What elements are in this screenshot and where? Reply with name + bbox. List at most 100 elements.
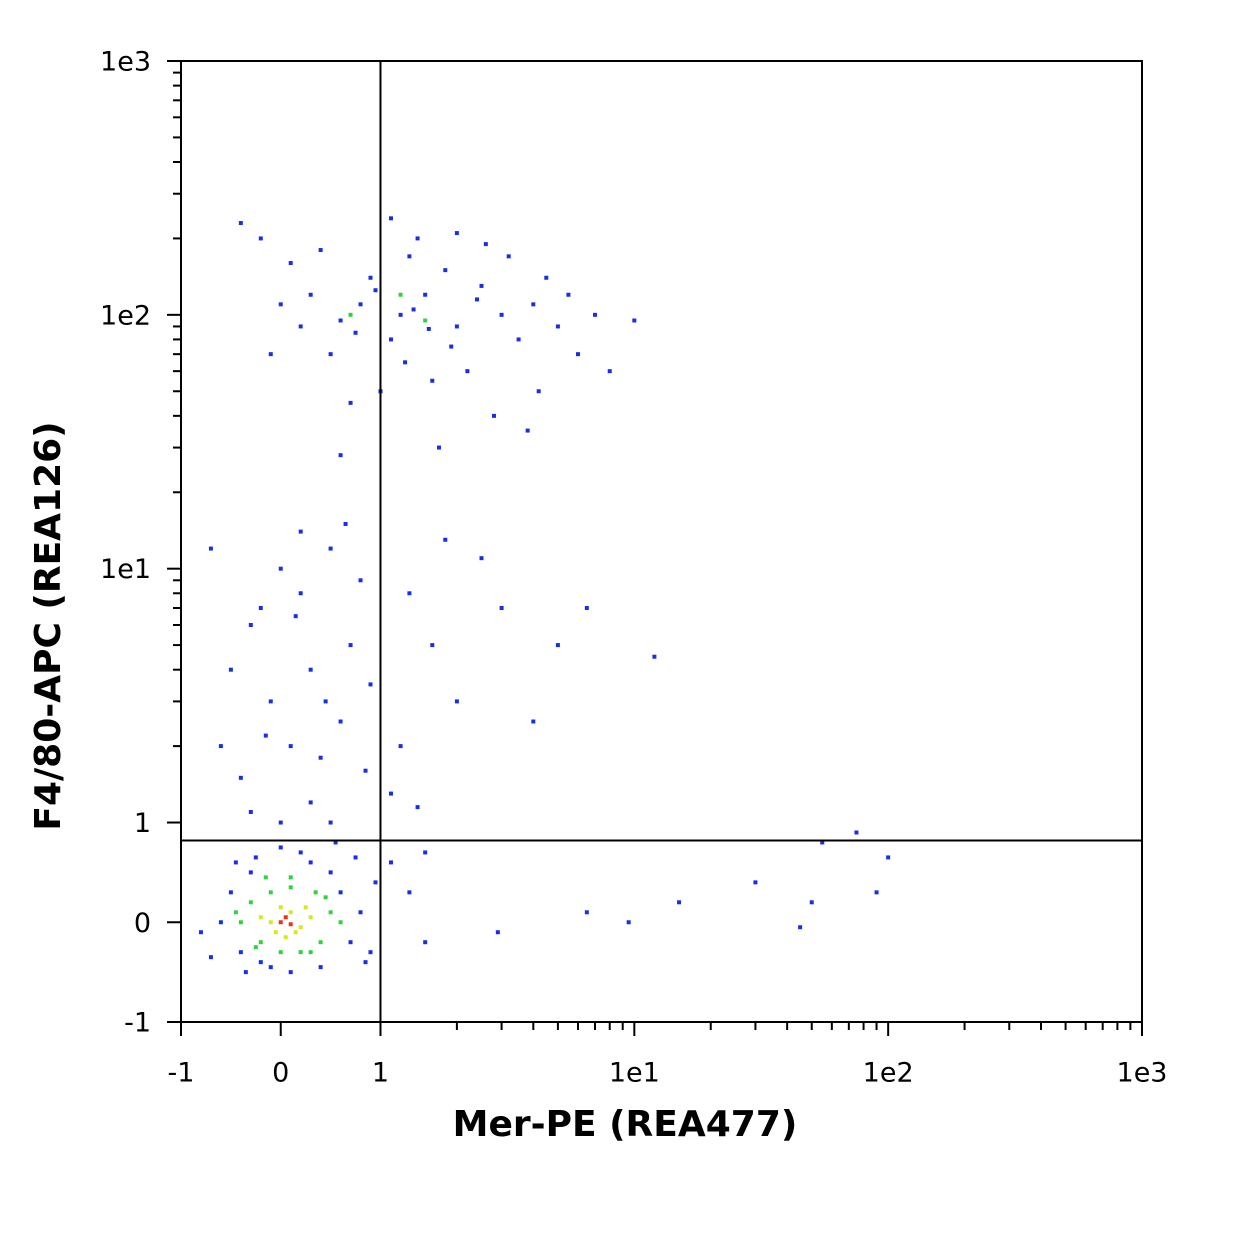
event-dot — [248, 810, 253, 815]
event-dot — [373, 880, 378, 885]
event-dot — [454, 324, 459, 329]
event-dot — [338, 890, 343, 895]
event-dot — [268, 352, 273, 357]
event-dot — [531, 719, 536, 724]
event-dot — [268, 965, 273, 970]
event-dot — [293, 614, 298, 619]
y-tick-label: 1e1 — [100, 554, 151, 585]
x-axis-title: Mer-PE (REA477) — [453, 1104, 798, 1145]
event-dot — [423, 940, 428, 945]
event-dot — [218, 920, 223, 925]
event-dot — [454, 231, 459, 236]
event-dot — [263, 875, 268, 880]
event-dot — [474, 297, 479, 302]
event-dot — [268, 920, 273, 925]
event-dot — [258, 960, 263, 965]
event-dot — [278, 845, 283, 850]
event-dot — [268, 699, 273, 704]
event-dot — [298, 591, 303, 596]
event-dot — [398, 292, 403, 297]
event-dot — [248, 622, 253, 627]
event-dot — [358, 910, 363, 915]
event-dot — [278, 566, 283, 571]
event-dot — [820, 840, 825, 845]
event-dot — [555, 324, 560, 329]
event-dot — [328, 546, 333, 551]
event-dot — [423, 292, 428, 297]
event-dot — [398, 312, 403, 317]
event-dot — [368, 950, 373, 955]
event-dot — [415, 805, 420, 810]
event-dot — [253, 945, 258, 950]
event-dot — [308, 860, 313, 865]
event-dot — [403, 360, 408, 365]
event-dot — [288, 910, 293, 915]
event-dot — [407, 591, 412, 596]
event-dot — [293, 930, 298, 935]
event-dot — [499, 605, 504, 610]
x-tick-label: 1e2 — [863, 1058, 914, 1089]
event-dot — [348, 400, 353, 405]
event-dot — [308, 800, 313, 805]
event-dot — [798, 925, 803, 930]
event-dot — [318, 755, 323, 760]
event-dot — [407, 254, 412, 259]
plot-frame — [180, 60, 1143, 1023]
event-dot — [607, 369, 612, 374]
event-dot — [423, 318, 428, 323]
event-dot — [411, 307, 416, 312]
event-dot — [318, 248, 323, 253]
event-dot — [198, 930, 203, 935]
event-dot — [415, 236, 420, 241]
event-dot — [278, 905, 283, 910]
event-dot — [283, 935, 288, 940]
event-dot — [278, 920, 283, 925]
event-dot — [348, 312, 353, 317]
event-dot — [243, 970, 248, 975]
event-dot — [248, 870, 253, 875]
x-tick-label: 1 — [372, 1058, 389, 1089]
event-dot — [298, 850, 303, 855]
event-dot — [298, 324, 303, 329]
event-dot — [323, 699, 328, 704]
event-dot — [228, 667, 233, 672]
y-tick-label: 1e2 — [100, 300, 151, 331]
event-dot — [430, 643, 435, 648]
event-dot — [288, 885, 293, 890]
event-dot — [495, 930, 500, 935]
event-dot — [566, 292, 571, 297]
event-dot — [308, 950, 313, 955]
event-dot — [753, 880, 758, 885]
event-dot — [544, 275, 549, 280]
event-dot — [338, 920, 343, 925]
event-dot — [886, 855, 891, 860]
event-dot — [483, 242, 488, 247]
event-dot — [430, 378, 435, 383]
event-dot — [278, 820, 283, 825]
event-dot — [454, 699, 459, 704]
event-dot — [353, 855, 358, 860]
event-dot — [388, 216, 393, 221]
event-dot — [273, 930, 278, 935]
event-dot — [854, 830, 859, 835]
event-dot — [298, 925, 303, 930]
event-dot — [343, 521, 348, 526]
event-dot — [328, 910, 333, 915]
event-dot — [465, 369, 470, 374]
event-dot — [263, 733, 268, 738]
event-dot — [449, 344, 454, 349]
event-dot — [288, 970, 293, 975]
event-dot — [353, 330, 358, 335]
event-dot — [238, 221, 243, 226]
event-dot — [358, 302, 363, 307]
event-dot — [318, 965, 323, 970]
event-dot — [436, 445, 441, 450]
event-dot — [238, 920, 243, 925]
event-dot — [338, 318, 343, 323]
event-dot — [233, 860, 238, 865]
event-dot — [632, 318, 637, 323]
event-dot — [228, 890, 233, 895]
event-dot — [443, 537, 448, 542]
event-dot — [238, 950, 243, 955]
